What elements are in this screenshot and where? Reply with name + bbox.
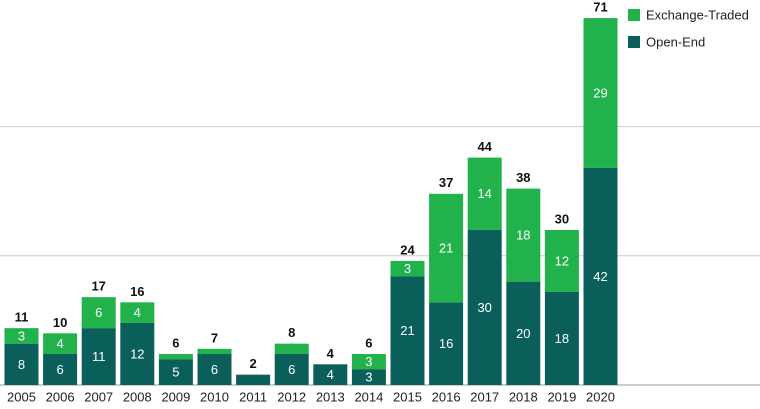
bar-segment	[274, 353, 309, 385]
bar-segment	[544, 291, 579, 385]
x-tick-label: 2010	[200, 389, 229, 404]
bar-segment	[583, 167, 618, 385]
total-label: 16	[130, 284, 144, 299]
bar-segment	[43, 353, 78, 385]
segment-label: 4	[134, 305, 141, 320]
total-label: 38	[516, 170, 530, 185]
total-label: 10	[53, 315, 67, 330]
bar-segment	[158, 353, 193, 360]
legend-swatch	[628, 9, 640, 21]
segment-label: 18	[555, 331, 569, 346]
legend-swatch	[628, 36, 640, 48]
x-tick-label: 2020	[586, 389, 615, 404]
x-tick-label: 2005	[7, 389, 36, 404]
bar-segment	[158, 359, 193, 385]
total-label: 11	[15, 310, 29, 325]
segment-label: 4	[56, 336, 63, 351]
x-tick-label: 2009	[161, 389, 190, 404]
bar-segment	[274, 343, 309, 354]
x-tick-label: 2013	[316, 389, 345, 404]
total-label: 24	[400, 242, 415, 257]
segment-label: 14	[477, 186, 491, 201]
bar-segment	[429, 193, 464, 303]
segment-label: 11	[92, 349, 106, 364]
total-label: 37	[439, 175, 453, 190]
x-tick-label: 2019	[547, 389, 576, 404]
bar-segment	[4, 328, 39, 344]
segment-label: 3	[18, 328, 25, 343]
segment-label: 29	[593, 85, 607, 100]
total-label: 6	[365, 335, 372, 350]
bar-segment	[390, 276, 425, 385]
segment-label: 12	[130, 346, 144, 361]
bar-segment	[583, 18, 618, 168]
segment-label: 12	[555, 253, 569, 268]
segment-label: 21	[400, 323, 414, 338]
x-tick-label: 2014	[354, 389, 383, 404]
segment-label: 20	[516, 326, 530, 341]
segment-label: 18	[516, 228, 530, 243]
segment-label: 21	[439, 240, 453, 255]
segment-label: 30	[477, 300, 491, 315]
total-label: 7	[211, 330, 218, 345]
total-label: 4	[327, 346, 335, 361]
bar-segment	[81, 328, 116, 385]
segment-label: 3	[365, 354, 372, 369]
x-tick-label: 2007	[84, 389, 113, 404]
bar-segment	[313, 364, 348, 385]
segment-label: 16	[439, 336, 453, 351]
total-label: 8	[288, 325, 295, 340]
bar-segment	[429, 302, 464, 385]
legend-label: Open-End	[646, 34, 705, 49]
bar-segment	[467, 229, 502, 385]
bar-segment	[506, 188, 541, 282]
bar-segment	[43, 333, 78, 354]
total-label: 17	[91, 279, 105, 294]
bar-segment	[544, 229, 579, 292]
bar-segment	[197, 353, 232, 385]
x-tick-label: 2017	[470, 389, 499, 404]
bar-segment	[4, 343, 39, 385]
segment-label: 6	[56, 362, 63, 377]
segment-label: 42	[593, 269, 607, 284]
legend-label: Exchange-Traded	[646, 7, 749, 22]
bar-segment	[81, 297, 116, 329]
x-tick-label: 2011	[239, 389, 267, 404]
bar-segment	[390, 260, 425, 277]
bar-segment	[506, 281, 541, 385]
total-label: 71	[593, 0, 607, 15]
segment-label: 5	[172, 365, 179, 380]
total-label: 30	[555, 211, 569, 226]
x-tick-label: 2016	[432, 389, 461, 404]
segment-label: 3	[365, 370, 372, 385]
x-tick-label: 2018	[509, 389, 538, 404]
x-tick-label: 2006	[46, 389, 75, 404]
x-tick-label: 2012	[277, 389, 306, 404]
bar-segment	[197, 348, 232, 354]
bar-segment	[120, 302, 155, 323]
segment-label: 6	[211, 362, 218, 377]
segment-label: 6	[95, 305, 102, 320]
segment-label: 6	[288, 362, 295, 377]
bar-segment	[120, 322, 155, 385]
bar-segment	[351, 369, 386, 385]
bar-segment	[236, 374, 271, 385]
bar-segment	[351, 353, 386, 370]
total-label: 6	[172, 335, 179, 350]
segment-label: 3	[404, 261, 411, 276]
x-tick-label: 2015	[393, 389, 422, 404]
bar-segment	[467, 157, 502, 230]
segment-label: 4	[327, 367, 334, 382]
total-label: 2	[249, 356, 256, 371]
x-tick-label: 2008	[123, 389, 152, 404]
total-label: 44	[477, 139, 492, 154]
segment-label: 8	[18, 357, 25, 372]
